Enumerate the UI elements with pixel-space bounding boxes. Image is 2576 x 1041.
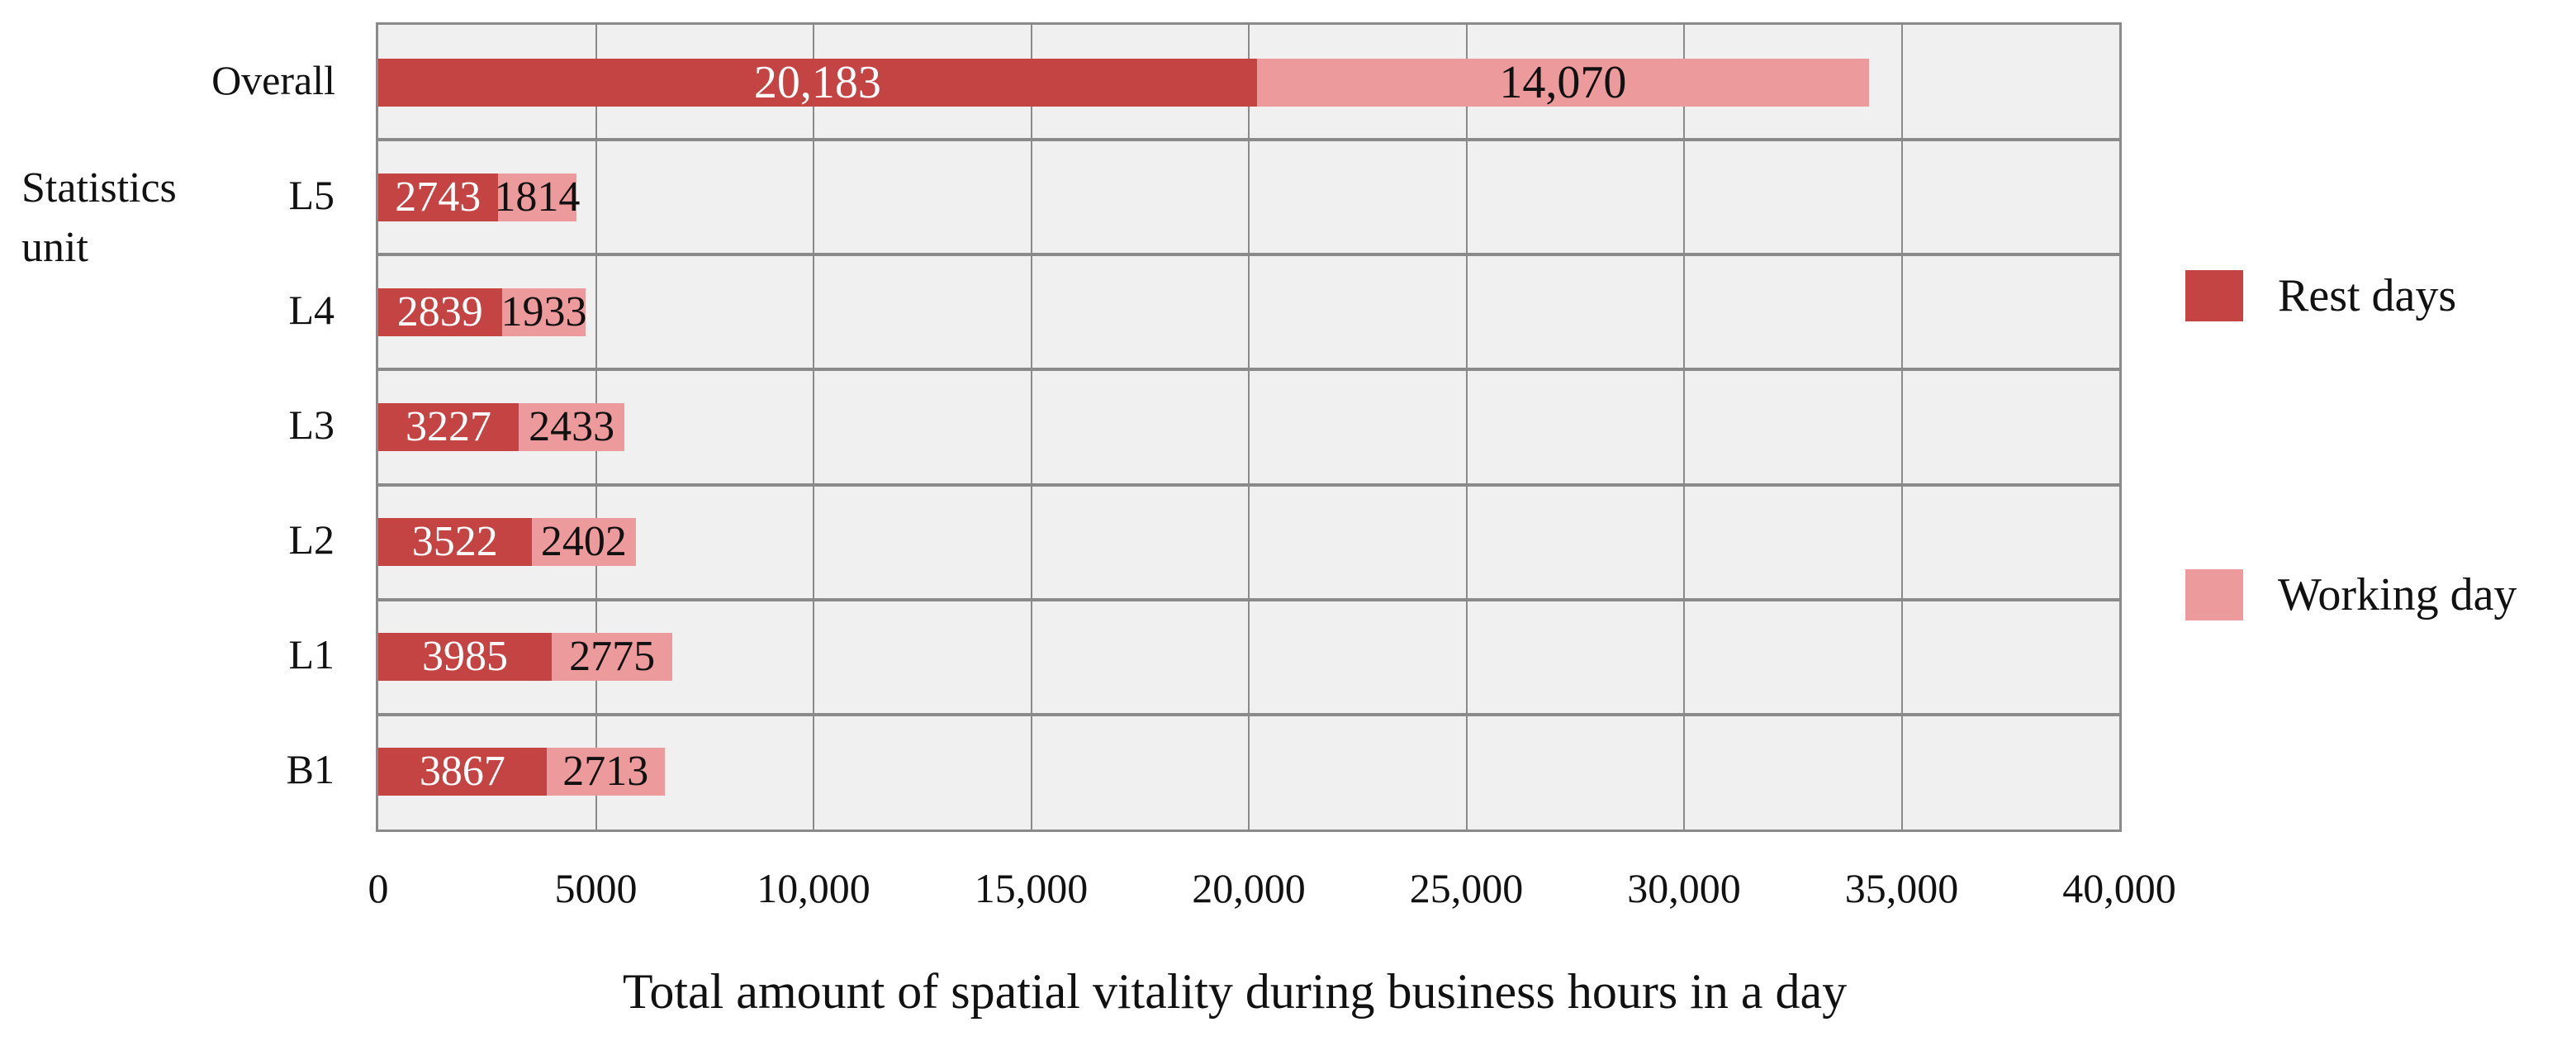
bar-segment-working-day: 1933 [500, 288, 587, 336]
legend-label-rest-days: Rest days [2278, 270, 2457, 321]
vertical-gridline [1900, 25, 1903, 829]
legend-swatch-rest-days [2185, 270, 2243, 321]
legend-swatch-working-day [2185, 569, 2243, 620]
x-axis-title: Total amount of spatial vitality during … [622, 964, 1848, 1019]
bar-segment-working-day: 1814 [494, 173, 581, 221]
x-tick-label: 30,000 [1627, 865, 1741, 911]
bar-segment-rest-days: 3867 [378, 748, 547, 796]
category-label: L1 [288, 631, 334, 678]
row-divider [378, 368, 2119, 372]
category-label: L4 [288, 286, 334, 333]
x-tick-label: 25,000 [1409, 865, 1524, 911]
y-axis-title-line2: unit [21, 224, 88, 271]
vertical-gridline [1248, 25, 1250, 829]
vertical-gridline [1683, 25, 1685, 829]
bar-segment-rest-days: 20,183 [378, 58, 1257, 107]
x-tick-label: 35,000 [1844, 865, 1959, 911]
y-axis-title: Statistics unit [21, 159, 177, 278]
category-label: L5 [288, 171, 334, 218]
plot-area: 20,183 14,070 2743 1814 2839 1933 3227 2433 3522… [376, 22, 2122, 832]
vertical-gridline [813, 25, 814, 829]
x-tick-label: 40,000 [2062, 865, 2176, 911]
legend-item-working-day: Working day [2185, 568, 2517, 621]
x-tick-label: 10,000 [757, 865, 871, 911]
y-axis-title-line1: Statistics [21, 164, 177, 212]
bar-segment-working-day: 2402 [531, 518, 637, 567]
category-label: L2 [288, 516, 334, 563]
category-label: B1 [286, 746, 334, 793]
bar-segment-rest-days: 3985 [378, 633, 552, 682]
row-divider [378, 712, 2119, 716]
x-tick-label: 15,000 [974, 865, 1089, 911]
vertical-gridline [1030, 25, 1032, 829]
bar-segment-working-day: 2713 [546, 748, 665, 796]
row-divider [378, 253, 2119, 257]
x-tick-label: 20,000 [1192, 865, 1306, 911]
row-divider [378, 482, 2119, 487]
vertical-gridline [1465, 25, 1468, 829]
category-label: Overall [211, 56, 335, 103]
legend-label-working-day: Working day [2278, 569, 2517, 620]
x-tick-label: 0 [368, 865, 389, 911]
row-divider [378, 597, 2119, 601]
legend-item-rest-days: Rest days [2185, 269, 2456, 322]
bar-segment-working-day: 2433 [519, 403, 625, 451]
bar-segment-rest-days: 3522 [378, 518, 532, 567]
row-divider [378, 138, 2119, 142]
bar-segment-rest-days: 2839 [378, 288, 502, 336]
bar-segment-rest-days: 3227 [378, 403, 519, 451]
bar-segment-rest-days: 2743 [378, 173, 498, 221]
bar-segment-working-day: 14,070 [1256, 58, 1870, 107]
bar-segment-working-day: 2775 [552, 633, 673, 682]
x-tick-label: 5000 [554, 865, 638, 911]
category-label: L3 [288, 402, 334, 448]
